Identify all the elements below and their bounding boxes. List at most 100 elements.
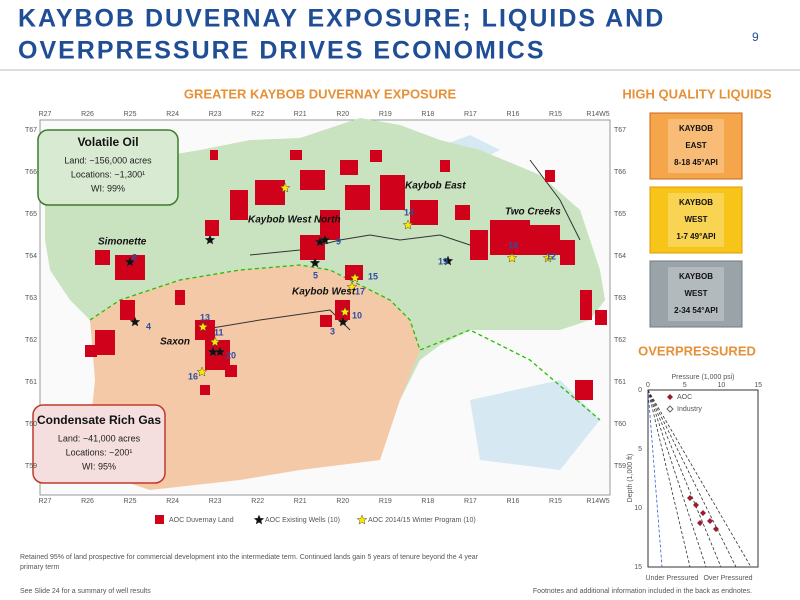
overpressure-chart: Pressure (1,000 psi) Depth (1,000 ft) AO… — [627, 374, 762, 582]
land-block — [95, 330, 115, 355]
land-block — [470, 230, 488, 260]
x-tick-label: 0 — [646, 382, 650, 389]
township-label: T59 — [25, 463, 37, 470]
existing-well — [253, 514, 265, 525]
range-label: R15 — [549, 498, 562, 505]
range-label: R20 — [336, 498, 349, 505]
range-label: R21 — [294, 111, 307, 118]
winter-well — [279, 182, 291, 193]
land-block — [200, 385, 210, 395]
range-label: R21 — [294, 498, 307, 505]
land-block — [490, 220, 530, 255]
winter-well — [346, 281, 358, 292]
land-block — [225, 365, 237, 377]
sample-label: KAYBOB — [679, 272, 713, 281]
range-label: R24 — [166, 498, 179, 505]
well-number: 19 — [438, 256, 448, 266]
land-block — [120, 300, 135, 320]
winter-well — [349, 272, 361, 283]
land-block — [580, 290, 592, 320]
range-label: R23 — [209, 498, 222, 505]
sample-label-bg — [668, 267, 724, 321]
title-line: KAYBOB DUVERNAY EXPOSURE; LIQUIDS AND — [18, 5, 665, 33]
range-label: R22 — [251, 498, 264, 505]
land-block — [575, 380, 593, 400]
range-label: R18 — [421, 111, 434, 118]
sample-label: KAYBOB — [679, 198, 713, 207]
range-label: R19 — [379, 111, 392, 118]
land-block — [560, 240, 575, 265]
footnote: primary term — [20, 564, 59, 571]
well-number: 11 — [214, 327, 224, 337]
range-label: R16 — [507, 111, 520, 118]
township-label: T67 — [614, 127, 626, 134]
land-block — [530, 225, 560, 255]
footnote: Retained 95% of land prospective for com… — [20, 554, 479, 561]
land-block — [95, 250, 110, 265]
aoc-point — [687, 495, 719, 532]
y-tick-label: 15 — [634, 564, 642, 571]
range-label: R18 — [421, 498, 434, 505]
overpressure-title: OVERPRESSURED — [638, 343, 756, 358]
winter-well — [209, 336, 221, 347]
gradient-line — [647, 389, 722, 568]
winter-well — [402, 219, 414, 230]
callout-line: Locations: ~1,300¹ — [71, 169, 145, 179]
well-number: 16 — [188, 371, 198, 381]
township-label: T59 — [614, 463, 626, 470]
well-number: 17 — [355, 286, 365, 296]
callout-line: WI: 95% — [82, 461, 116, 471]
legend-marker — [667, 394, 673, 400]
winter-well — [197, 321, 209, 332]
sample-label: WEST — [684, 289, 707, 298]
township-label: T62 — [25, 337, 37, 344]
range-label: R23 — [209, 111, 222, 118]
range-label: R17 — [464, 498, 477, 505]
land-block — [455, 205, 470, 220]
well-number: 20 — [226, 350, 236, 360]
range-label: R27 — [39, 111, 52, 118]
range-label: R25 — [124, 498, 137, 505]
y-tick-label: 5 — [638, 446, 642, 453]
land-block — [370, 150, 382, 162]
existing-well — [129, 316, 141, 327]
plot-frame — [647, 389, 759, 568]
area-labels: Simonette Kaybob West North Kaybob East … — [98, 181, 561, 348]
gradient-line — [647, 389, 752, 568]
winter-well — [542, 252, 554, 263]
winter-well — [339, 306, 351, 317]
gradient-line — [647, 389, 691, 568]
land-block — [345, 185, 370, 210]
land-block — [320, 210, 340, 240]
township-label: T65 — [25, 211, 37, 218]
sample-photo — [649, 112, 743, 180]
township-label: T63 — [614, 295, 626, 302]
legend-label: AOC — [677, 394, 692, 401]
area-label: Simonette — [98, 237, 147, 248]
range-label: R27 — [39, 498, 52, 505]
township-label: T61 — [25, 379, 37, 386]
gradient-lines — [647, 389, 752, 568]
callout-box — [32, 404, 166, 484]
winter-well — [196, 366, 208, 377]
range-label: R14W5 — [586, 111, 609, 118]
range-label: R16 — [507, 498, 520, 505]
existing-well — [124, 256, 136, 267]
range-label: R15 — [549, 111, 562, 118]
range-label: R26 — [81, 498, 94, 505]
boundary — [89, 264, 601, 421]
existing-well — [319, 234, 331, 245]
range-label: R25 — [124, 111, 137, 118]
range-label: R22 — [251, 111, 264, 118]
area-label: Kaybob West — [292, 287, 356, 298]
well-number: 10 — [352, 310, 362, 320]
land-block — [595, 310, 607, 325]
land-block — [290, 150, 302, 160]
callout-line: WI: 99% — [91, 183, 125, 193]
liquids-title: HIGH QUALITY LIQUIDS — [622, 86, 772, 101]
title-line: OVERPRESSURE DRIVES ECONOMICS — [18, 37, 546, 65]
gradient-line — [647, 389, 737, 568]
existing-well — [337, 316, 349, 327]
township-label: T63 — [25, 295, 37, 302]
